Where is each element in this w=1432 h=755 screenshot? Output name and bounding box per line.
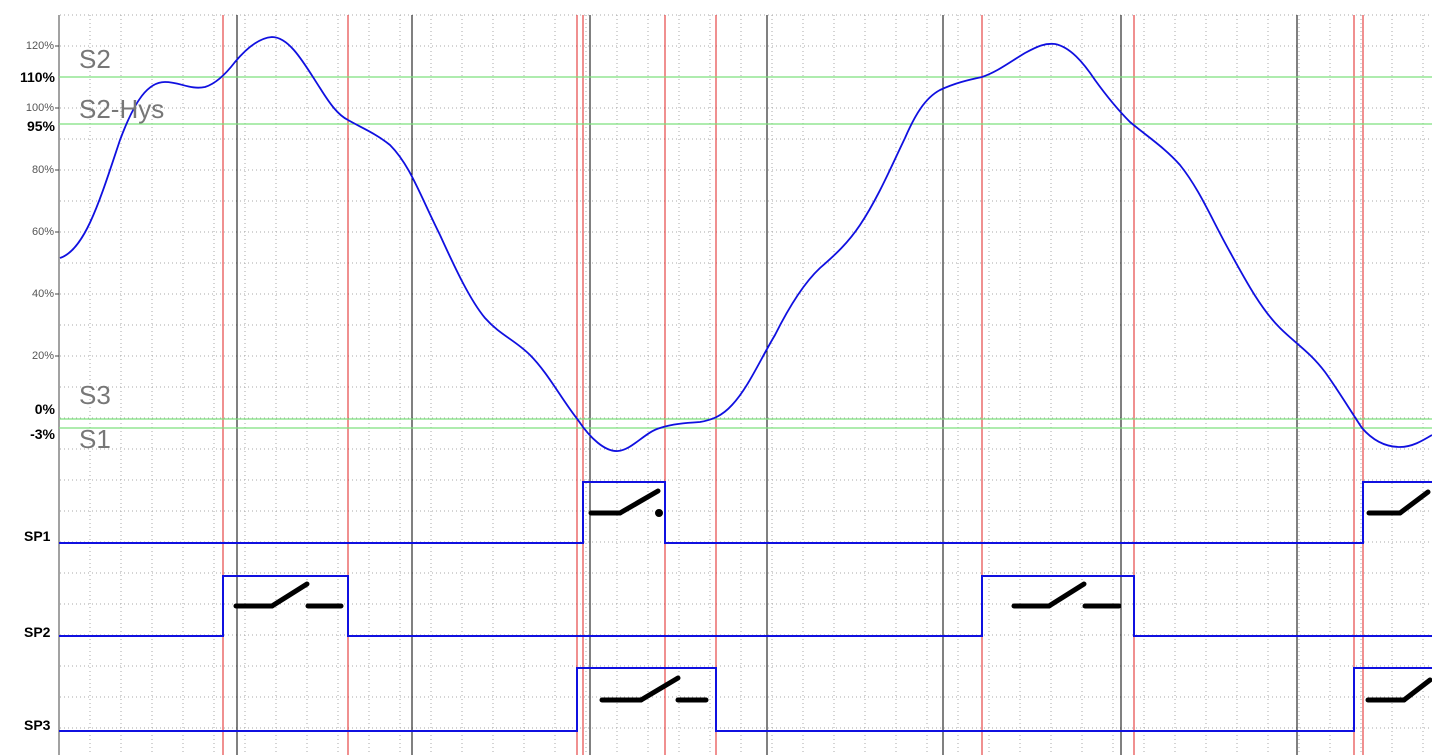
y-tick-labels: 120% 100% 80% 60% 40% 20% 110% 95% 0% -3… [20, 40, 56, 442]
annotations: S2 S2-Hys S3 S1 [79, 44, 164, 454]
switch-contact-icon [1011, 581, 1122, 609]
annotation-s2-hys: S2-Hys [79, 94, 164, 124]
channel-labels: SP1 SP2 SP3 [24, 528, 51, 733]
sp2-trace [59, 575, 1432, 637]
sp3-trace [59, 667, 1432, 732]
y-tick-label: 100% [26, 102, 54, 114]
switching-markers [222, 15, 1364, 755]
y-tick-label: 60% [32, 226, 54, 238]
signal-curve [59, 36, 1432, 452]
channel-label-sp3: SP3 [24, 717, 51, 733]
channel-label-sp2: SP2 [24, 624, 51, 640]
switch-contact-icon [1365, 677, 1432, 703]
switch-contact-icon [233, 581, 344, 609]
threshold-label: 110% [20, 69, 56, 85]
annotation-s3: S3 [79, 380, 111, 410]
y-tick-label: 80% [32, 164, 54, 176]
switch-contact-icon [588, 488, 663, 517]
threshold-lines [59, 76, 1432, 429]
threshold-label: -3% [30, 426, 55, 442]
switch-contact-icon [599, 675, 709, 703]
y-tick-label: 120% [26, 40, 54, 52]
y-axis-ticks [55, 45, 59, 357]
y-tick-label: 40% [32, 288, 54, 300]
channel-label-sp1: SP1 [24, 528, 51, 544]
switch-contact-icon [1366, 489, 1431, 516]
threshold-label: 95% [27, 118, 56, 134]
reference-lines [236, 15, 1298, 755]
sp1-trace [59, 481, 1432, 544]
y-tick-label: 20% [32, 350, 54, 362]
grid [60, 14, 1432, 755]
threshold-label: 0% [35, 401, 56, 417]
annotation-s1: S1 [79, 424, 111, 454]
annotation-s2: S2 [79, 44, 111, 74]
switch-contact-icons [233, 488, 1432, 703]
